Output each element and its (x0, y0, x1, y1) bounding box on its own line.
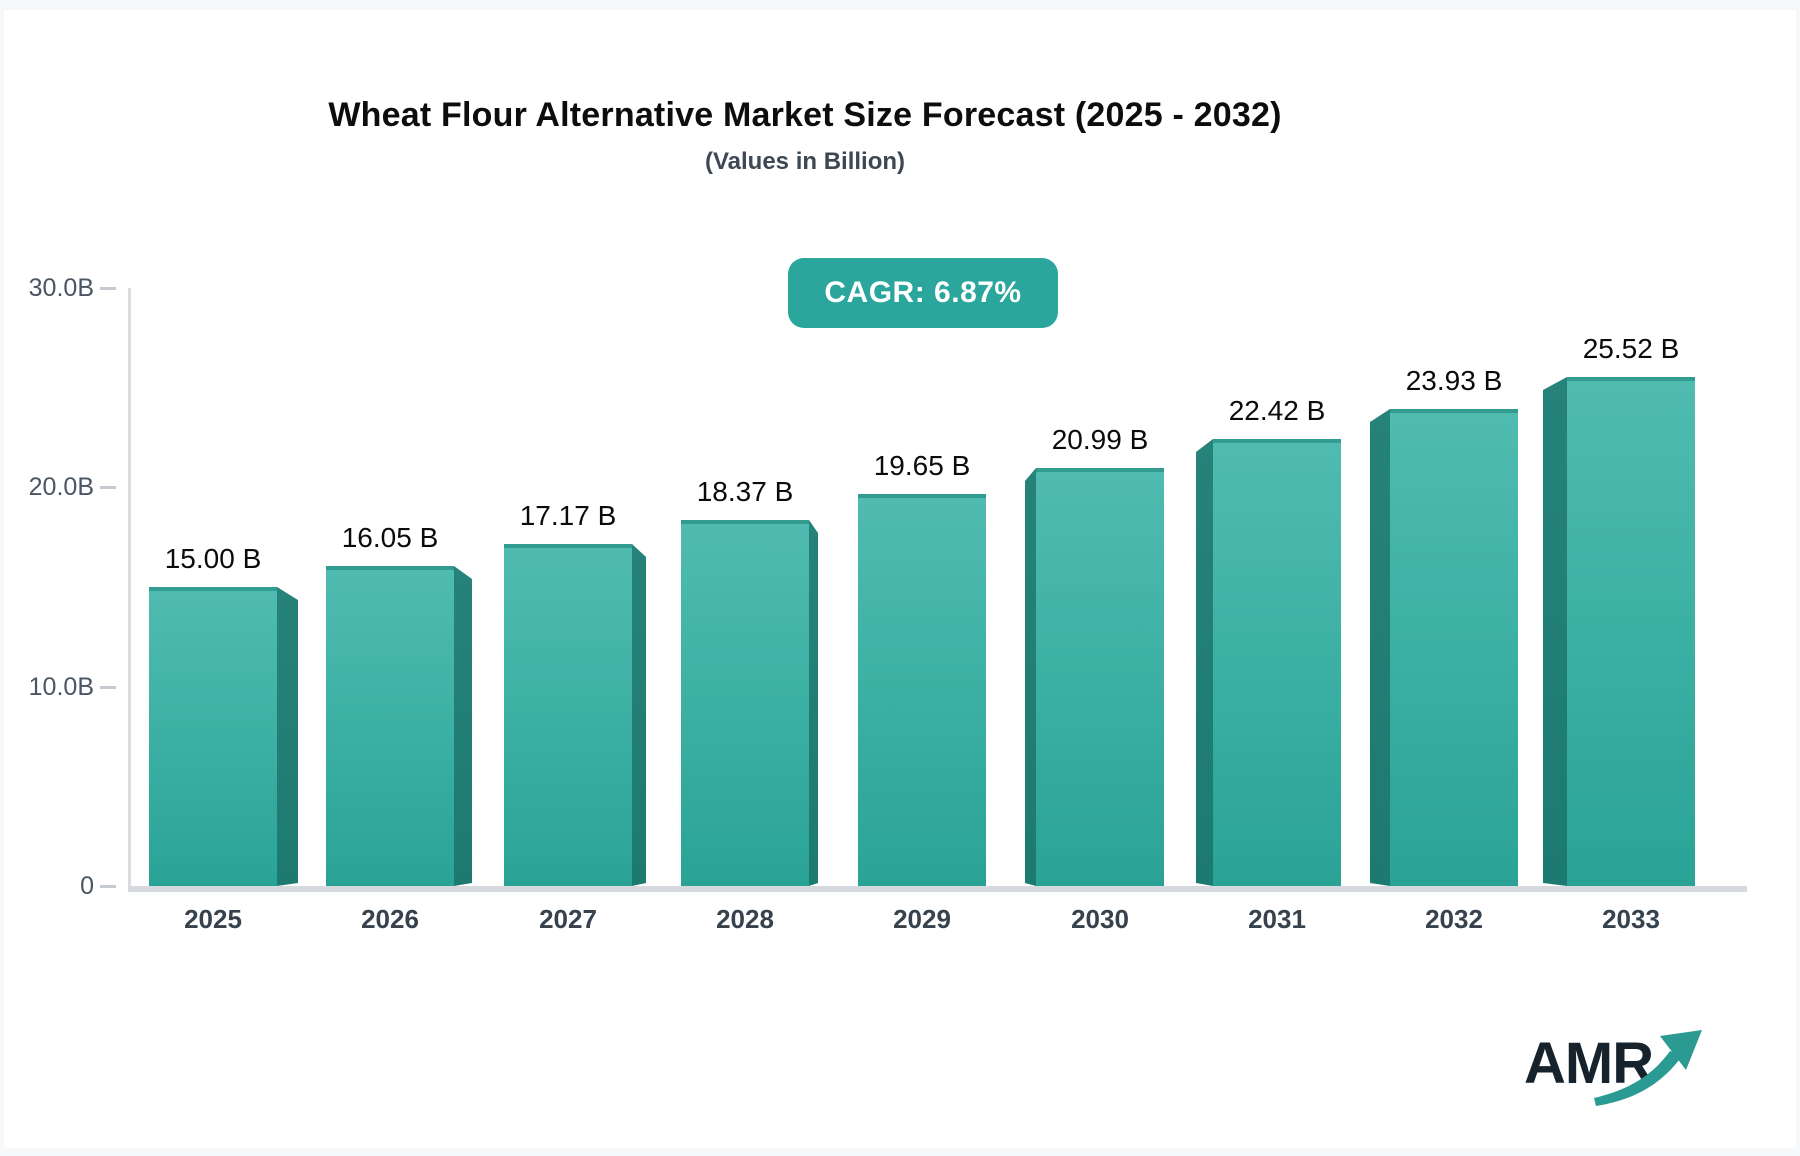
logo: AMR (1524, 1030, 1744, 1120)
y-axis-line (128, 288, 131, 886)
cagr-badge-label: CAGR: 6.87% (824, 276, 1022, 309)
y-tick-dash (100, 287, 116, 290)
x-axis-label-2025: 2025 (184, 904, 242, 934)
bar-front-face (1390, 409, 1518, 886)
bar-front-face (1213, 439, 1341, 886)
bar-value-label: 20.99 B (1051, 424, 1149, 455)
y-axis-tick-label: 10.0B (28, 672, 94, 701)
bar-2027[interactable] (504, 544, 646, 886)
y-axis-tick-label: 30.0B (28, 274, 94, 302)
x-axis-label-2027: 2027 (539, 904, 597, 934)
bar-2033[interactable] (1543, 377, 1695, 886)
x-axis-label-2033: 2033 (1602, 904, 1660, 934)
bar-side-face (632, 544, 646, 886)
bar-2026[interactable] (326, 566, 472, 886)
bar-side-face (1543, 377, 1567, 886)
bar-2025[interactable] (149, 587, 298, 886)
bar-front-face (1567, 377, 1695, 886)
cagr-badge: CAGR: 6.87% (788, 258, 1058, 328)
bar-side-face (1196, 439, 1213, 886)
bar-side-face (1025, 468, 1036, 886)
bar-side-face (809, 520, 818, 886)
x-axis-label-2026: 2026 (361, 904, 419, 934)
bar-value-label: 17.17 B (519, 500, 617, 531)
bar-front-face (504, 544, 632, 886)
x-axis-label-2028: 2028 (716, 904, 774, 934)
y-tick-dash (100, 885, 116, 888)
bar-side-face (454, 566, 472, 886)
y-tick-dash (100, 486, 116, 490)
y-tick-dash (100, 685, 116, 689)
bar-front-face (326, 566, 454, 886)
bar-value-label: 18.37 B (696, 476, 794, 507)
x-axis-label-2030: 2030 (1071, 904, 1129, 934)
bar-value-label: 22.42 B (1228, 395, 1326, 426)
y-axis-tick-label: 0 (80, 872, 94, 900)
bar-2032[interactable] (1370, 409, 1518, 886)
logo-arrow-icon (1594, 1030, 1702, 1106)
bar-front-face (149, 587, 277, 886)
bar-value-label: 19.65 B (873, 450, 971, 481)
bar-front-face (681, 520, 809, 886)
bar-value-label: 16.05 B (341, 522, 439, 553)
bar-side-face (277, 587, 298, 886)
y-axis-tick-label: 20.0B (28, 473, 94, 502)
bar-value-label: 15.00 B (164, 543, 262, 574)
x-axis-label-2029: 2029 (893, 904, 951, 934)
bar-side-face (1370, 409, 1390, 886)
x-axis-baseline (128, 886, 1747, 892)
bar-2031[interactable] (1196, 439, 1341, 886)
bar-front-face (858, 494, 986, 886)
bar-2030[interactable] (1025, 468, 1164, 886)
x-axis-label-2032: 2032 (1425, 904, 1483, 934)
bar-2028[interactable] (681, 520, 818, 886)
bar-front-face (1036, 468, 1164, 886)
bar-2029[interactable] (858, 494, 986, 886)
bar-value-label: 25.52 B (1582, 333, 1680, 364)
chart-subtitle: (Values in Billion) (704, 148, 906, 175)
bar-value-label: 23.93 B (1405, 365, 1503, 396)
x-axis-label-2031: 2031 (1248, 904, 1306, 934)
chart-title: Wheat Flour Alternative Market Size Fore… (328, 96, 1282, 134)
